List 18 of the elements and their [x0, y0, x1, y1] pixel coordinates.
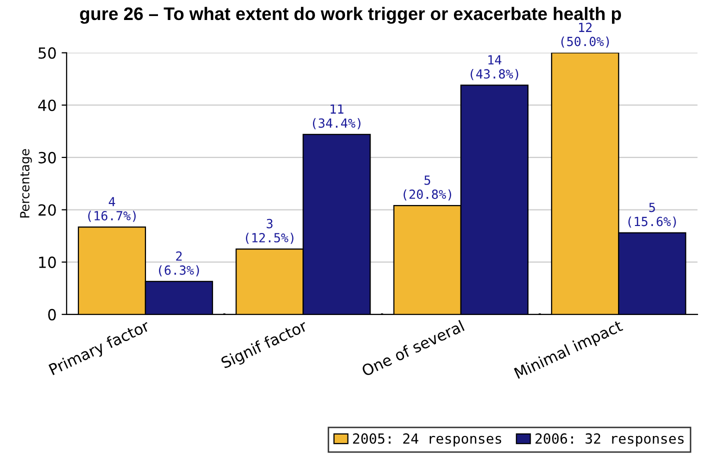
y-tick-label: 0: [48, 308, 56, 320]
y-tick-label: 20: [38, 204, 56, 216]
y-tick-label: 50: [38, 47, 56, 59]
data-label: 2 (6.3%): [159, 251, 199, 276]
y-tick-label: 10: [39, 256, 56, 268]
data-label: 3 (12.5%): [246, 218, 294, 244]
data-label: 4 (16.7%): [88, 197, 136, 222]
data-label: 5 (15.6%): [628, 202, 676, 228]
legend-label: 2005: 24 responses: [353, 433, 502, 446]
chart-title: gure 26 – To what extent do work trigger or exacerbate health p: [80, 6, 622, 24]
y-tick-label: 40: [38, 100, 56, 112]
y-tick-label: 30: [38, 152, 56, 164]
data-label: 5 (20.8%): [404, 176, 452, 200]
data-label: 12 (50.0%): [561, 22, 609, 48]
legend-label: 2006: 32 responses: [536, 433, 684, 446]
data-label: 11 (34.4%): [312, 104, 360, 130]
y-axis-title: Percentage: [20, 149, 32, 218]
data-label: 14 (43.8%): [470, 55, 518, 80]
